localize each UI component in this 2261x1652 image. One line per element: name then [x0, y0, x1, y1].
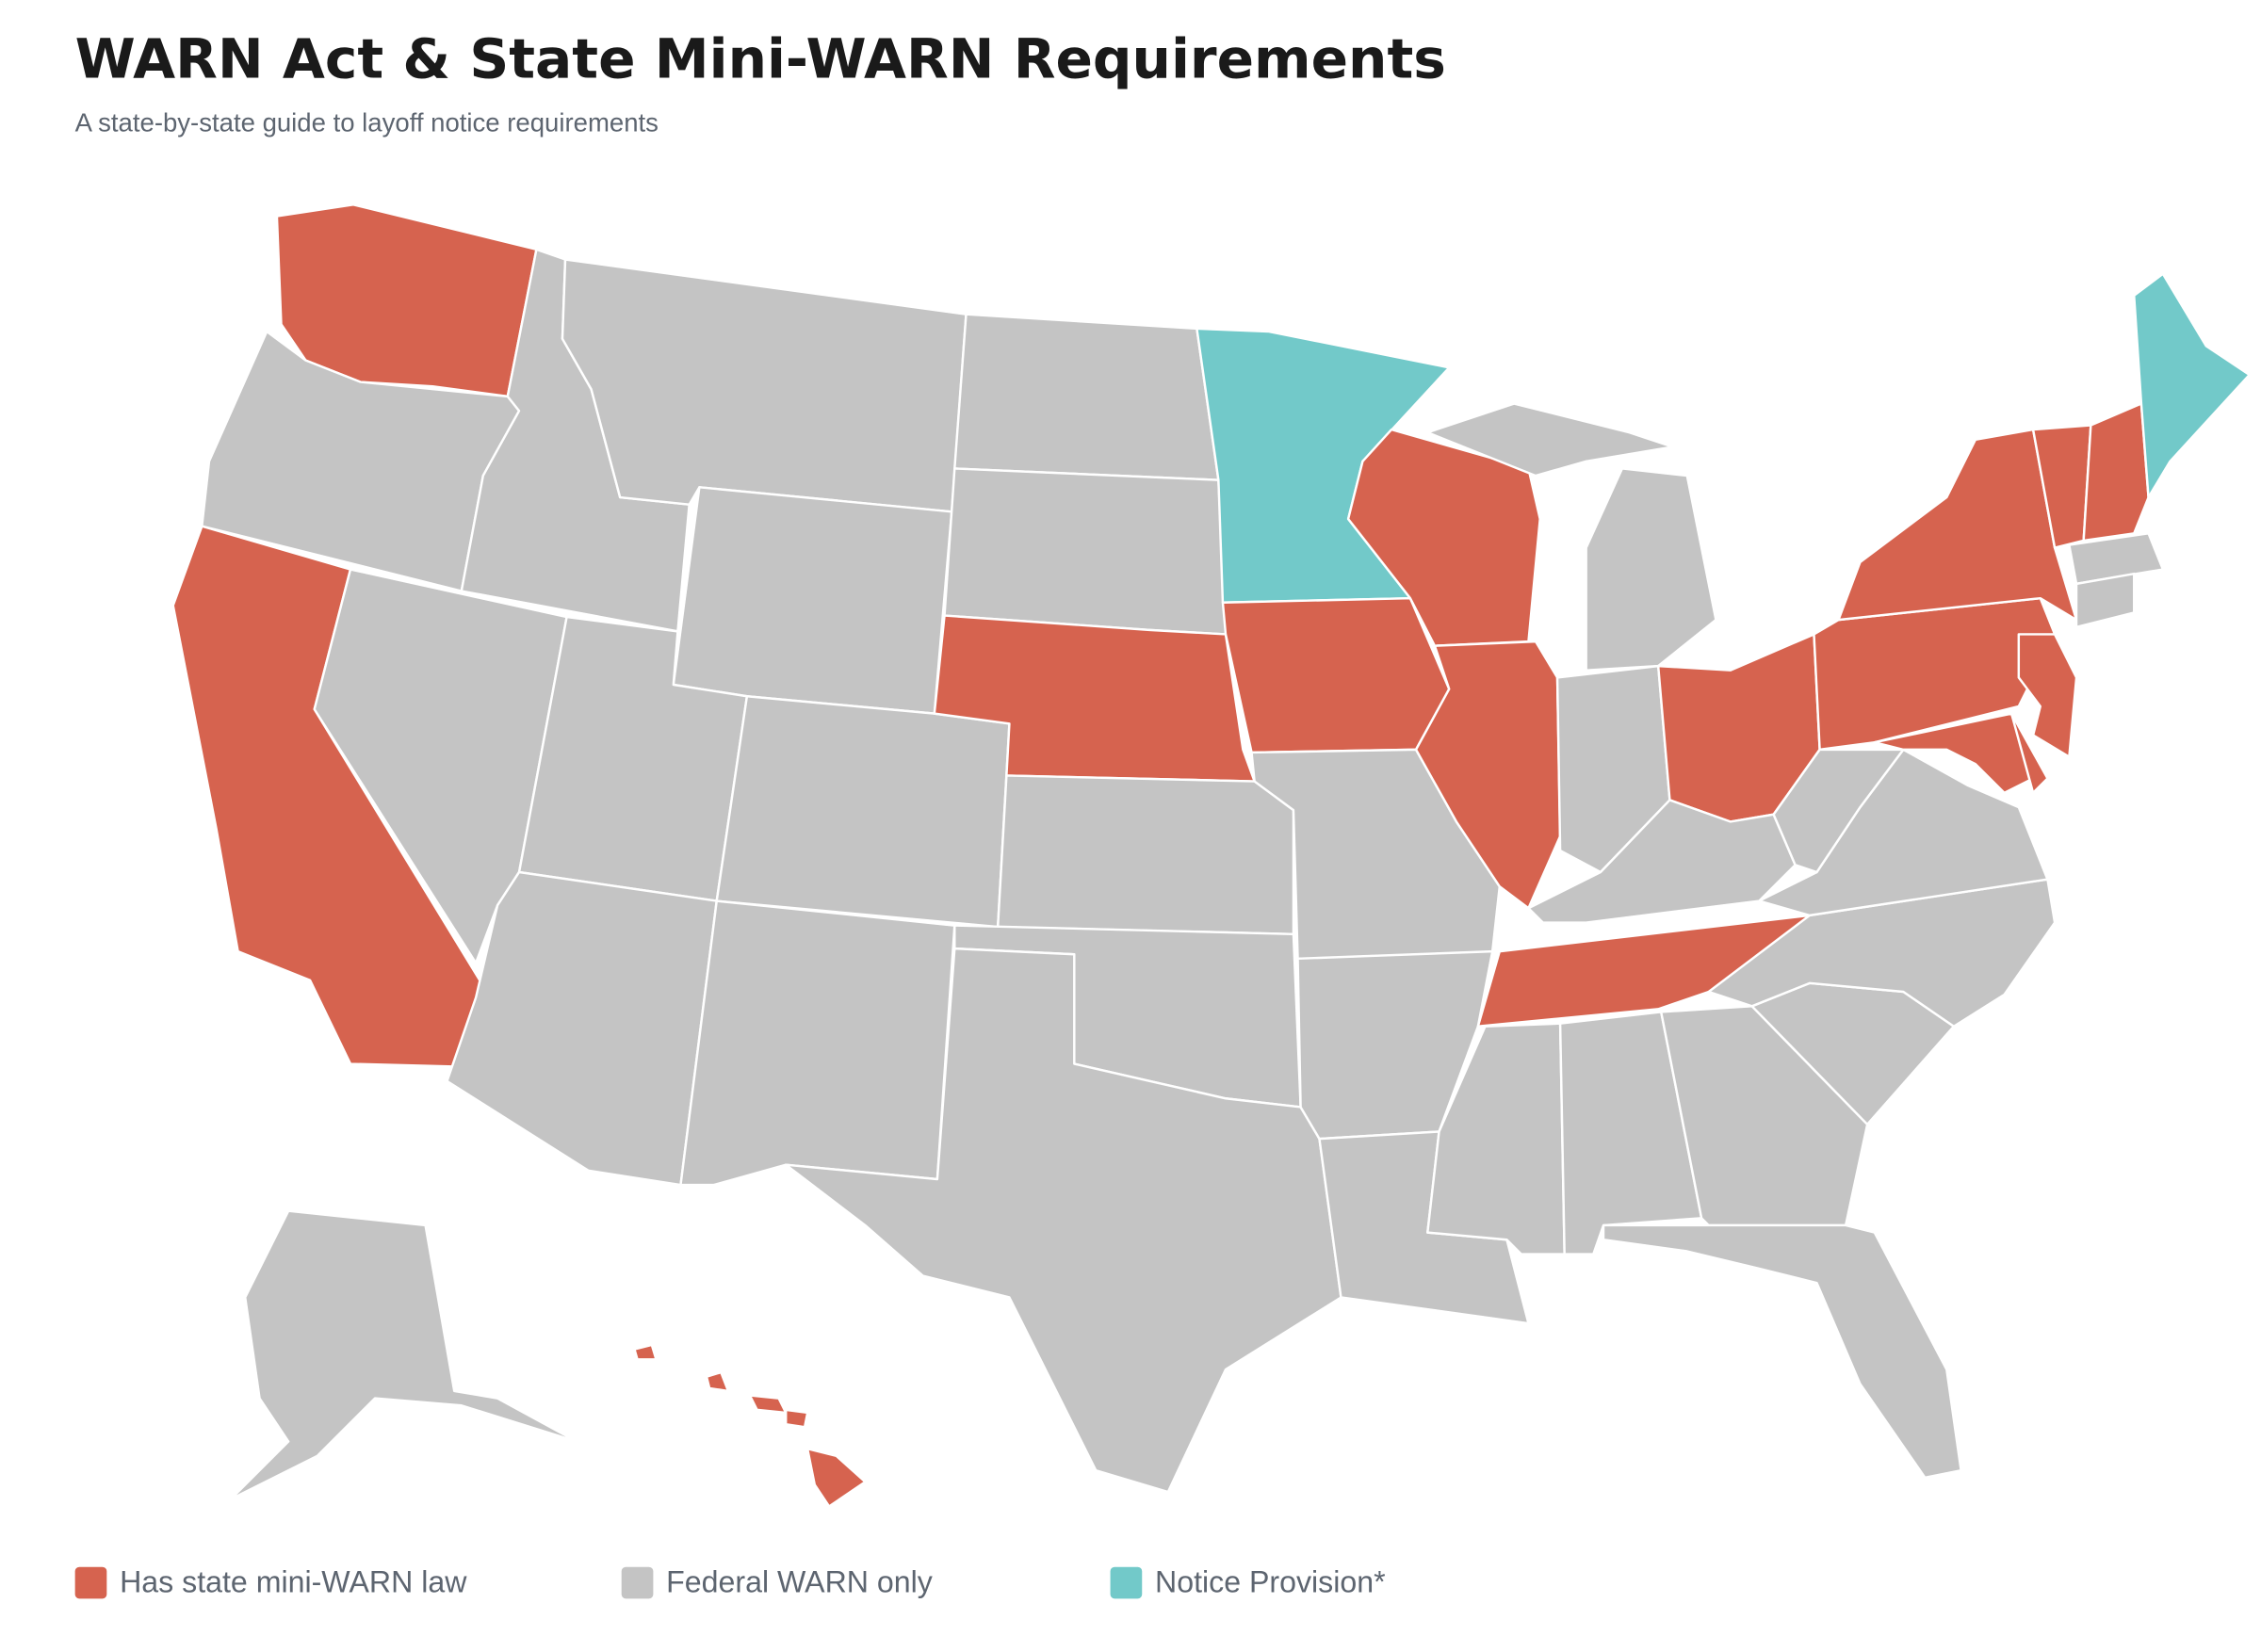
state: [715, 695, 1011, 929]
state: [1772, 748, 1905, 874]
state: [1414, 640, 1562, 910]
state: [2133, 272, 2251, 499]
state: [672, 486, 953, 715]
state: [996, 774, 1295, 936]
legend-label: Notice Provision*: [1155, 1565, 1386, 1599]
state: [229, 1209, 578, 1500]
state: [2017, 633, 2078, 758]
legend-swatch: [1110, 1566, 1143, 1599]
title: WARN Act & State Mini-WARN Requirements: [75, 27, 1446, 91]
state: [784, 1408, 809, 1429]
state: [633, 1343, 658, 1361]
state: [275, 203, 538, 398]
state: [953, 313, 1220, 481]
state: [561, 258, 968, 513]
state: [1426, 402, 1674, 478]
state: [679, 899, 956, 1187]
state: [943, 467, 1228, 636]
state: [1585, 467, 1717, 672]
legend-swatch: [74, 1566, 107, 1599]
state: [2009, 712, 2049, 795]
state: [2068, 532, 2165, 586]
legend-label: Has state mini-WARN law: [120, 1565, 467, 1599]
state: [2074, 572, 2136, 629]
state: [1602, 1223, 1962, 1480]
legend: Has state mini-WARN law Federal WARN only…: [74, 1565, 1386, 1599]
state: [748, 1394, 788, 1415]
state: [2082, 402, 2150, 543]
state: [805, 1447, 867, 1508]
subtitle: A state-by-state guide to layoff notice …: [75, 107, 659, 137]
legend-label: Federal WARN only: [666, 1565, 933, 1599]
state-map: [171, 203, 2251, 1508]
legend-swatch: [621, 1566, 654, 1599]
state: [1221, 596, 1451, 754]
state: [705, 1370, 730, 1393]
state: [784, 947, 1342, 1494]
